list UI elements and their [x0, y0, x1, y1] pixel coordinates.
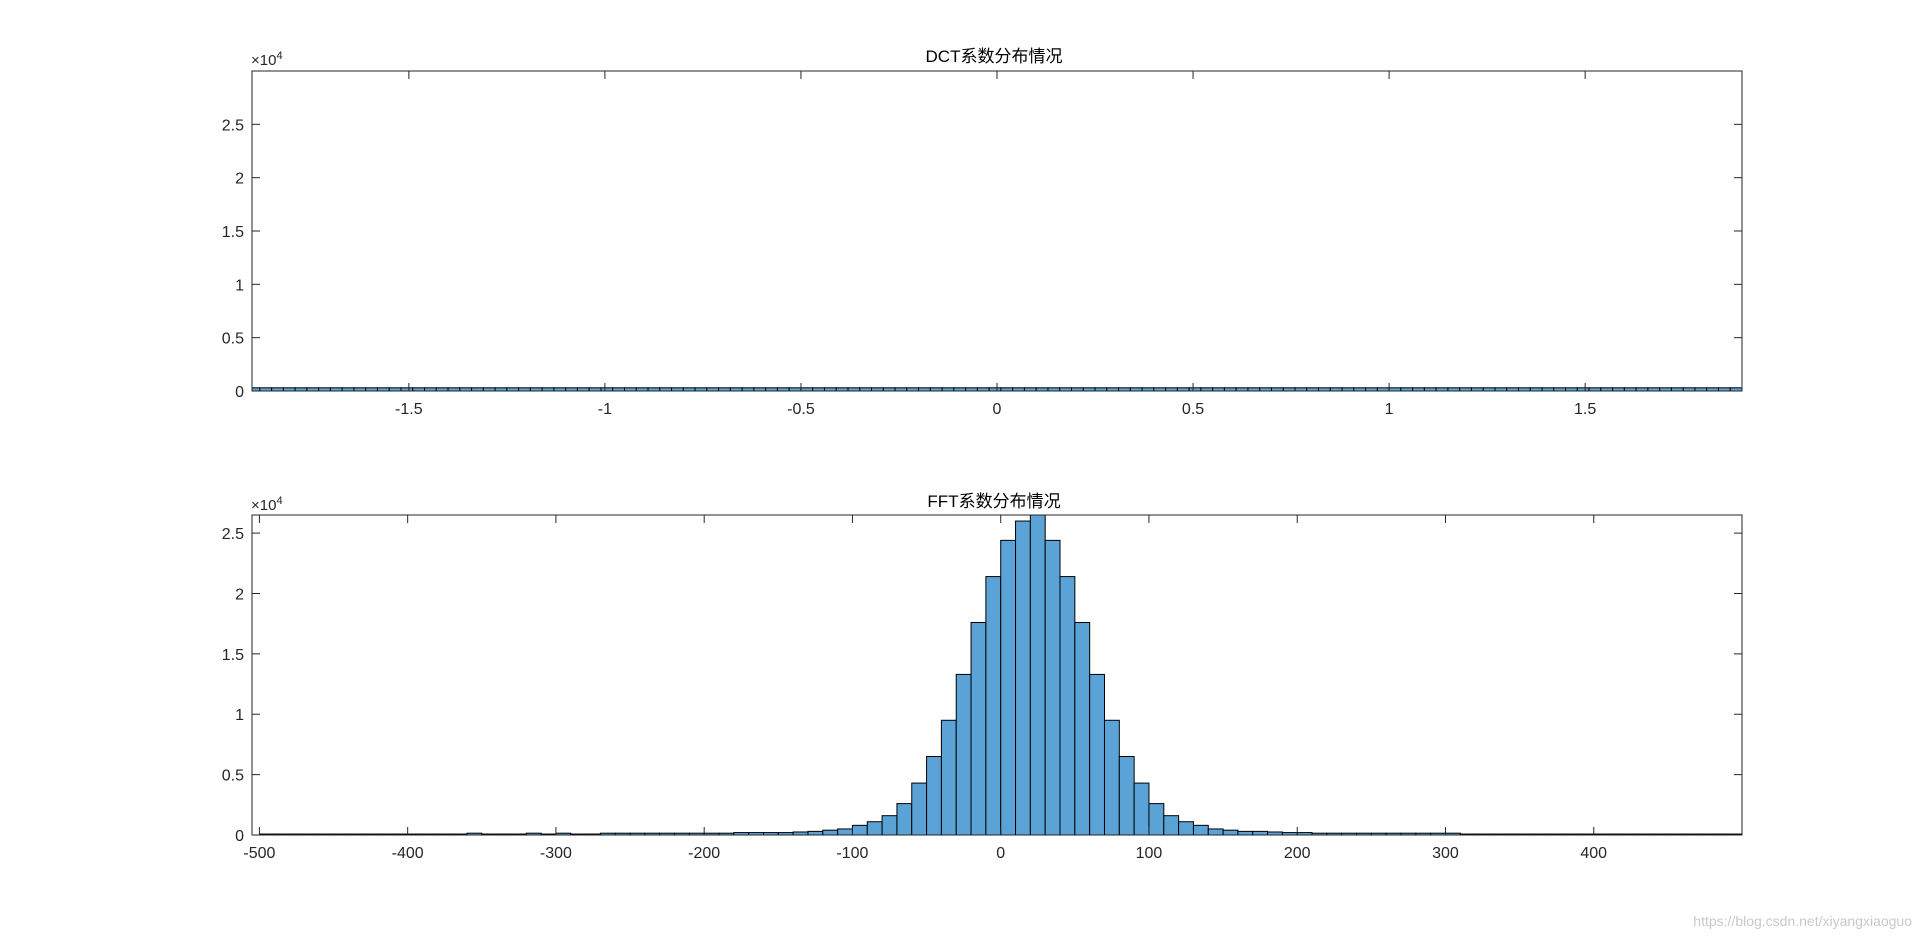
- fft-bar: [1178, 821, 1194, 836]
- dct-x-tick-label: 1: [1385, 401, 1394, 418]
- fft-bar: [1059, 576, 1076, 836]
- fft-x-tick-label: 400: [1580, 845, 1607, 862]
- fft-histogram-axes: FFT系数分布情况 ×104 -500 -400 -300 -200 -100 0 100 2…: [222, 492, 1743, 862]
- fft-bar: [955, 673, 972, 836]
- dct-y-tick-label: 0.5: [222, 331, 244, 348]
- fft-bar: [851, 824, 868, 836]
- fft-bar: [926, 756, 942, 836]
- fft-x-tick-label: -100: [836, 845, 868, 862]
- fft-bar: [807, 830, 824, 836]
- dct-x-tick-label: -0.5: [787, 401, 815, 418]
- fft-y-tick-label: 1: [235, 707, 244, 724]
- dct-x-tick-label: -1.5: [395, 401, 423, 418]
- fft-y-tick-label: 0: [235, 828, 244, 845]
- fft-bar: [1029, 514, 1046, 836]
- dct-y-tick-label: 1.5: [222, 224, 244, 241]
- fft-bar: [822, 829, 839, 836]
- fft-x-tick-label: 200: [1284, 845, 1311, 862]
- dct-histogram-axes: DCT系数分布情况 ×104 -1.5 -1 -0.5 0 0.5 1 1.5 0 0.5 1 1…: [222, 47, 1743, 418]
- fft-axes-box: [251, 514, 1743, 836]
- fft-bar: [1089, 673, 1105, 836]
- fft-bar: [1252, 830, 1269, 836]
- fft-x-tick-label: 0: [996, 845, 1005, 862]
- fft-bar: [1237, 830, 1254, 836]
- fft-bar: [1163, 815, 1180, 836]
- fft-bar: [1074, 621, 1091, 836]
- fft-y-ticks: 0 0.5 1 1.5 2 2.5: [222, 526, 1742, 845]
- dct-chart-title: DCT系数分布情况: [926, 47, 1063, 66]
- fft-x-tick-label: -500: [243, 845, 275, 862]
- dct-x-tick-label: 1.5: [1574, 401, 1596, 418]
- fft-bar: [1103, 719, 1120, 836]
- fft-bar: [837, 828, 853, 836]
- dct-y-tick-label: 2: [235, 171, 244, 188]
- fft-bar: [881, 815, 898, 836]
- fft-x-tick-label: -400: [392, 845, 424, 862]
- dct-y-exponent-label: ×104: [251, 50, 283, 69]
- fft-bar: [1148, 803, 1165, 836]
- fft-x-ticks: -500 -400 -300 -200 -100 0 100 200 300 400: [243, 515, 1607, 862]
- fft-bar: [1000, 539, 1017, 836]
- fft-bar: [1044, 539, 1061, 836]
- fft-bar: [911, 782, 928, 836]
- fft-bar: [1133, 782, 1150, 836]
- dct-x-tick-label: 0.5: [1182, 401, 1204, 418]
- fft-y-tick-label: 2: [235, 586, 244, 603]
- fft-bar: [940, 719, 957, 836]
- fft-x-tick-label: 300: [1432, 845, 1459, 862]
- watermark-text: https://blog.csdn.net/xiyangxiaoguo: [1693, 913, 1912, 929]
- dct-y-tick-label: 0: [235, 384, 244, 401]
- dct-y-tick-label: 1: [235, 277, 244, 294]
- fft-x-tick-label: -300: [540, 845, 572, 862]
- fft-bar: [1207, 828, 1224, 836]
- fft-y-exponent-label: ×104: [251, 495, 283, 514]
- fft-bar: [866, 821, 883, 836]
- fft-bar: [1222, 829, 1239, 836]
- dct-x-tick-label: 0: [993, 401, 1002, 418]
- fft-bar: [1015, 520, 1031, 836]
- fft-chart-title: FFT系数分布情况: [927, 492, 1060, 511]
- fft-bar: [1192, 824, 1209, 836]
- fft-bar: [985, 576, 1002, 836]
- dct-y-ticks: 0 0.5 1 1.5 2 2.5: [222, 117, 1742, 401]
- fft-y-tick-label: 0.5: [222, 768, 244, 785]
- dct-x-tick-label: -1: [598, 401, 612, 418]
- dct-x-ticks: -1.5 -1 -0.5 0 0.5 1 1.5: [395, 71, 1596, 418]
- fft-bar: [970, 621, 987, 836]
- fft-bar: [1118, 756, 1135, 836]
- dct-axes-box: [251, 70, 1743, 392]
- dct-bars: [251, 387, 1743, 392]
- fft-x-tick-label: 100: [1136, 845, 1163, 862]
- fft-y-tick-label: 1.5: [222, 647, 244, 664]
- dct-y-tick-label: 2.5: [222, 117, 244, 134]
- fft-x-tick-label: -200: [688, 845, 720, 862]
- fft-y-tick-label: 2.5: [222, 526, 244, 543]
- fft-bar: [896, 803, 913, 836]
- fft-bars: [258, 514, 1743, 836]
